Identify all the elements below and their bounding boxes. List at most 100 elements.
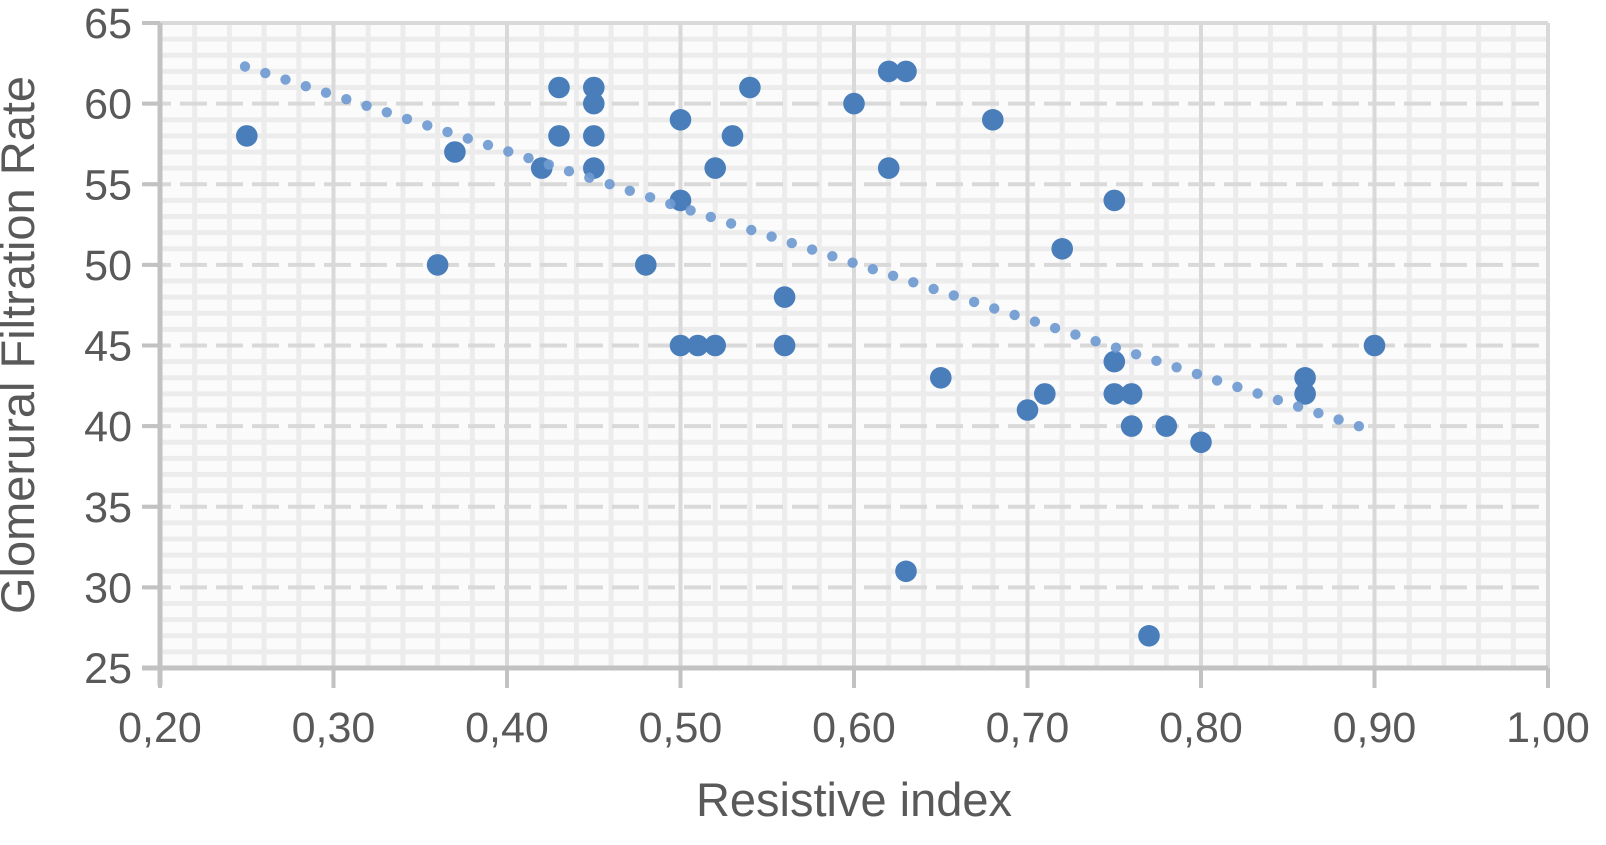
data-point (773, 286, 796, 308)
data-point (635, 254, 657, 276)
trendline-dot (887, 270, 899, 281)
trendline-dot (908, 277, 919, 288)
y-axis-title: Glomerural Filtration Rate (0, 76, 44, 614)
trendline-dot (989, 303, 1000, 314)
trendline-dot (1110, 342, 1122, 353)
trendline-dot (1070, 329, 1081, 340)
trendline-dot (563, 166, 575, 177)
x-tick-label: 0,70 (986, 704, 1070, 752)
trendline-dot (1272, 394, 1284, 406)
data-points (236, 60, 1386, 647)
trendline-dot (867, 264, 878, 275)
data-point (548, 76, 570, 99)
data-point (930, 367, 952, 389)
trendline-dot (725, 218, 737, 229)
trendline-dot (381, 107, 392, 118)
trendline-dot (1353, 421, 1365, 432)
trendline-dot (968, 296, 980, 308)
data-point (739, 76, 761, 99)
data-point (1103, 350, 1126, 373)
trendline-dot (928, 283, 939, 295)
data-point (669, 109, 692, 131)
data-point (877, 157, 900, 179)
data-point (877, 60, 900, 83)
y-tick-label: 30 (84, 564, 132, 612)
data-point (444, 141, 466, 163)
trendline-dot (1009, 309, 1020, 321)
x-tick-label: 0,80 (1159, 704, 1243, 752)
trendline-dot (300, 81, 311, 92)
trendline-dot (685, 205, 696, 216)
trendline-dot (543, 159, 554, 170)
data-point (1155, 415, 1178, 437)
data-point (704, 157, 726, 179)
trendline-dot (584, 172, 595, 183)
data-point (982, 109, 1004, 131)
x-tick-label: 0,30 (292, 704, 376, 752)
y-tick-label: 60 (84, 81, 132, 129)
trendline-dot (260, 67, 271, 79)
trendline-dot (361, 100, 372, 112)
trendline-dot (1151, 355, 1162, 366)
trendline-dot (462, 133, 473, 144)
trendline-dot (442, 126, 453, 138)
trendline-dot (705, 211, 716, 223)
trendline-dot (786, 237, 797, 249)
trendline-dot (746, 224, 757, 236)
trendline-dot (523, 152, 534, 164)
trendline-dot (1232, 381, 1243, 393)
y-tick-label: 25 (84, 645, 132, 693)
trendline-dot (948, 290, 959, 301)
data-point (1103, 189, 1126, 212)
data-point (843, 92, 865, 115)
trendline-dot (665, 198, 676, 210)
data-point (426, 254, 449, 276)
y-tick-label: 40 (84, 403, 132, 451)
trendline-dot (1090, 336, 1101, 347)
y-tick-label: 45 (84, 323, 132, 371)
data-point (1103, 383, 1126, 405)
trendline-dot (1029, 316, 1041, 327)
y-tick-label: 55 (84, 161, 132, 209)
trendline-dot (806, 244, 818, 255)
trendline-dot (1171, 362, 1182, 373)
data-point (583, 92, 605, 115)
trendline-dot (847, 257, 858, 268)
trendline-dot (1292, 401, 1304, 412)
axes (142, 21, 1550, 688)
trendline-dot (503, 146, 514, 157)
major-gridlines (144, 21, 1550, 668)
data-point (1051, 238, 1073, 260)
data-point (669, 334, 692, 357)
trendline-dot (1211, 375, 1223, 386)
y-tick-label: 65 (84, 0, 132, 48)
data-point (1294, 367, 1316, 389)
data-point (1034, 383, 1056, 405)
trendline-dot (624, 185, 635, 196)
tick-labels: 0,20 0,30 0,40 0,50 0,60 0,70 0,80 0,90 1,00 25 30… (84, 0, 1590, 752)
data-point (548, 125, 570, 147)
x-tick-label: 0,90 (1333, 704, 1417, 752)
data-point (1016, 399, 1039, 421)
trendline-dot (239, 61, 251, 72)
y-tick-label: 50 (84, 242, 132, 290)
trendline-dot (827, 251, 838, 262)
data-point (1363, 334, 1386, 357)
data-point (1138, 625, 1160, 647)
trendline-dot (341, 94, 352, 105)
data-point (721, 125, 744, 147)
trendline-dot (401, 113, 413, 125)
data-point (895, 560, 917, 583)
data-point (704, 334, 726, 357)
trendline-dot (1333, 414, 1344, 425)
x-tick-label: 0,60 (812, 704, 896, 752)
trendline-dot (1252, 388, 1263, 399)
data-point (583, 125, 605, 147)
data-point (1190, 431, 1212, 454)
trendline-dot (320, 87, 332, 98)
trendline-dot (604, 179, 615, 190)
trendline-dot (482, 139, 494, 151)
data-point (1120, 383, 1143, 405)
